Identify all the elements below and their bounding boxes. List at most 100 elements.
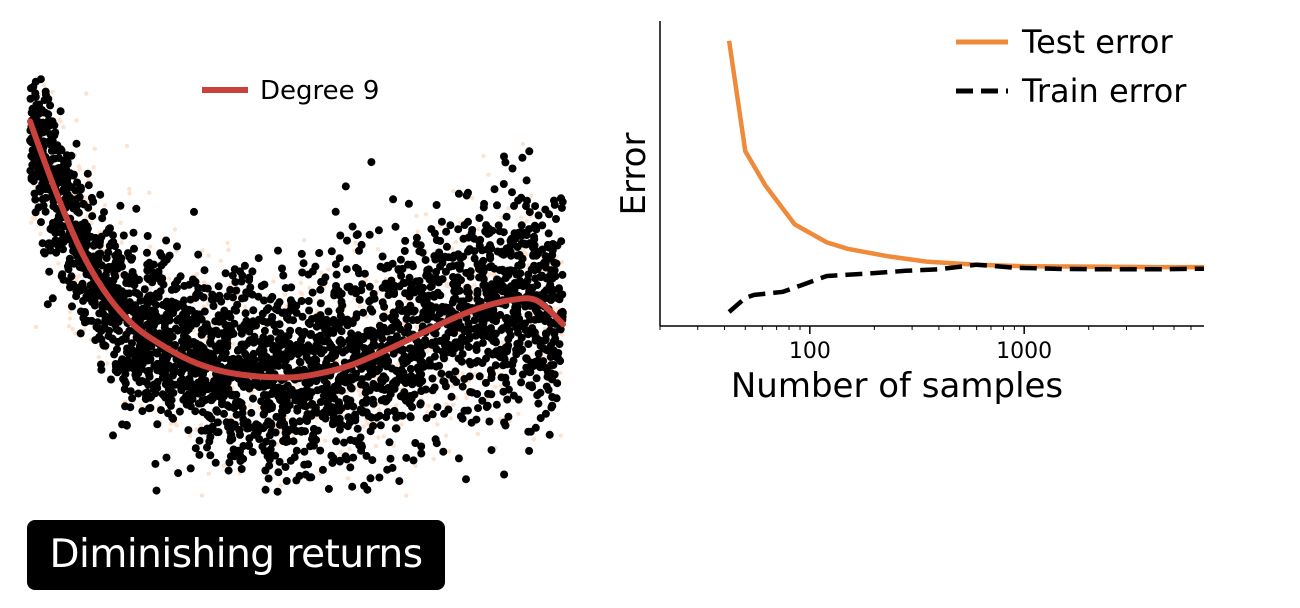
- background-point: [127, 191, 132, 196]
- scatter-point: [225, 458, 234, 467]
- scatter-point: [514, 281, 522, 290]
- background-point: [520, 248, 526, 253]
- scatter-point: [130, 244, 138, 253]
- scatter-point: [478, 359, 487, 367]
- scatter-point: [273, 300, 282, 309]
- scatter-point: [292, 301, 301, 310]
- scatter-point: [39, 137, 48, 146]
- scatter-point: [548, 393, 557, 401]
- scatter-point: [547, 361, 555, 370]
- scatter-point: [246, 355, 255, 364]
- scatter-point: [527, 381, 536, 390]
- scatter-point: [129, 360, 138, 369]
- scatter-point: [408, 316, 417, 324]
- scatter-point: [76, 183, 85, 192]
- scatter-point: [119, 359, 128, 368]
- scatter-point: [365, 282, 374, 291]
- background-point: [119, 240, 124, 245]
- scatter-point: [475, 214, 484, 222]
- scatter-point: [380, 302, 389, 311]
- scatter-point: [53, 240, 62, 249]
- scatter-point: [313, 344, 322, 352]
- scatter-point: [109, 231, 117, 240]
- scatter-point: [262, 306, 271, 314]
- background-point: [347, 446, 352, 452]
- x-axis-ticks: [659, 326, 1192, 334]
- scatter-point: [544, 385, 553, 394]
- background-point: [516, 411, 521, 417]
- scatter-point: [470, 247, 479, 256]
- scatter-point: [37, 218, 45, 227]
- scatter-point: [556, 357, 565, 365]
- scatter-point: [516, 346, 525, 355]
- scatter-point: [292, 427, 301, 435]
- scatter-point: [304, 460, 313, 469]
- scatter-point: [346, 436, 355, 444]
- scatter-point: [477, 273, 486, 281]
- background-point: [444, 402, 449, 407]
- scatter-point: [500, 418, 509, 427]
- scatter-point: [322, 379, 331, 388]
- scatter-point: [231, 278, 240, 286]
- background-point: [61, 125, 66, 130]
- scatter-point: [470, 316, 479, 325]
- scatter-point: [300, 365, 308, 374]
- scatter-point: [298, 312, 307, 321]
- scatter-point: [496, 237, 505, 246]
- scatter-panel: Degree 9: [26, 75, 567, 498]
- background-point: [506, 206, 511, 211]
- scatter-point: [198, 408, 207, 417]
- scatter-point: [315, 249, 324, 257]
- background-point: [353, 240, 358, 245]
- background-point: [485, 397, 491, 402]
- scatter-point: [232, 286, 241, 295]
- scatter-point: [38, 239, 47, 248]
- scatter-point: [283, 367, 292, 376]
- scatter-point: [159, 280, 168, 289]
- background-point: [205, 301, 211, 307]
- scatter-point: [327, 247, 336, 256]
- scatter-point: [50, 121, 59, 130]
- scatter-point: [376, 262, 385, 271]
- scatter-point: [536, 388, 545, 397]
- scatter-point: [406, 413, 415, 422]
- background-point: [323, 438, 328, 443]
- scatter-point: [418, 377, 427, 385]
- scatter-point: [65, 254, 74, 263]
- scatter-point: [97, 360, 105, 369]
- scatter-point: [495, 227, 504, 236]
- scatter-point: [403, 357, 412, 366]
- scatter-point: [364, 331, 373, 340]
- scatter-point: [400, 247, 409, 255]
- scatter-point: [251, 425, 260, 434]
- scatter-point: [499, 250, 508, 259]
- scatter-point: [337, 420, 346, 429]
- background-point: [376, 435, 381, 440]
- scatter-point: [44, 110, 53, 119]
- background-point: [227, 282, 233, 287]
- scatter-point: [323, 397, 332, 406]
- scatter-point: [558, 308, 567, 317]
- scatter-point: [229, 445, 238, 454]
- scatter-point: [543, 367, 552, 376]
- scatter-point: [203, 284, 212, 293]
- scatter-point: [100, 208, 108, 217]
- background-point: [435, 422, 440, 427]
- background-point: [271, 279, 276, 284]
- scatter-point: [48, 294, 57, 303]
- scatter-point: [232, 410, 241, 419]
- scatter-point: [346, 396, 355, 405]
- background-point: [147, 190, 152, 195]
- scatter-point: [504, 412, 513, 421]
- scatter-point: [412, 233, 421, 242]
- scatter-point: [525, 285, 534, 294]
- background-point: [319, 270, 324, 275]
- scatter-point: [183, 315, 192, 324]
- scatter-point: [474, 329, 483, 338]
- scatter-point: [228, 271, 237, 280]
- background-point: [453, 239, 459, 245]
- scatter-point: [248, 448, 257, 456]
- scatter-point: [446, 262, 454, 271]
- scatter-point: [558, 270, 567, 279]
- scatter-point: [536, 341, 545, 350]
